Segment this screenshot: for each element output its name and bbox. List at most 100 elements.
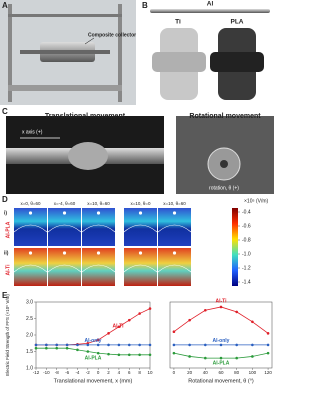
- data-point: [148, 353, 152, 357]
- colorbar-tick-label: -1.2: [242, 265, 251, 271]
- data-point: [107, 343, 110, 347]
- colorbar-tick-label: -0.4: [242, 209, 251, 215]
- column-label: x=10, θ=60: [163, 201, 186, 206]
- needle: [172, 251, 177, 255]
- data-point: [76, 343, 79, 347]
- y-tick-label: 2.5: [26, 316, 33, 322]
- data-point: [34, 343, 38, 347]
- needle: [172, 211, 177, 215]
- data-point: [235, 343, 238, 347]
- panel-d: D ×10⁵ (V/m) x=0, θ=60 x=-4, θ=60 x=10, θ=…: [2, 195, 268, 286]
- label: PLA: [231, 19, 244, 26]
- data-point: [96, 343, 100, 347]
- data-point: [148, 307, 152, 310]
- x-tick-label: 40: [203, 370, 209, 375]
- x-tick-label: 100: [249, 370, 257, 375]
- column-label: x=10, θ=0: [130, 201, 151, 206]
- data-point: [34, 346, 38, 350]
- data-point: [107, 352, 110, 356]
- data-point: [138, 343, 141, 347]
- figure: A Composite collector B Al Ti PLA C Tran…: [0, 0, 274, 384]
- data-point: [188, 355, 191, 358]
- series-line: [36, 347, 150, 356]
- needle: [28, 211, 33, 215]
- field-contour: [123, 264, 158, 273]
- series-label: Al-only: [85, 338, 102, 344]
- title: Translational movement: [45, 113, 126, 120]
- x-tick-label: 0: [97, 370, 100, 375]
- row-index: i): [4, 210, 7, 216]
- data-point: [65, 346, 69, 350]
- data-point: [117, 343, 121, 347]
- colorbar: [232, 208, 238, 286]
- y-axis-label: Electric Field Strength of FFS (×10⁵ V/m…: [5, 294, 10, 376]
- colorbar-tick-label: -0.8: [242, 237, 251, 243]
- data-point: [86, 350, 90, 353]
- field-contour: [123, 224, 158, 233]
- rod: [150, 9, 270, 13]
- x-axis-label: Rotational movement, θ (°): [188, 378, 254, 384]
- x-tick-label: 6: [128, 370, 131, 375]
- x-tick-label: 120: [264, 370, 272, 375]
- panel-c: C Translational movement Rotational move…: [2, 107, 274, 194]
- data-point: [138, 353, 141, 357]
- frame: [118, 4, 122, 102]
- colorbar-tick-label: -1.0: [242, 251, 251, 257]
- x-tick-label: -12: [33, 370, 40, 375]
- row-name: Al-PLA: [5, 221, 11, 238]
- x-tick-label: -6: [65, 370, 69, 375]
- data-point: [204, 356, 207, 360]
- title: Rotational movement: [189, 113, 261, 120]
- data-point: [65, 343, 69, 347]
- y-tick-label: 1.5: [26, 349, 33, 355]
- pla-part: [210, 52, 264, 72]
- needle: [96, 211, 101, 215]
- x-axis-label: Translational movement, x (mm): [54, 378, 133, 384]
- y-tick-label: 2.0: [26, 332, 33, 338]
- frame: [8, 14, 122, 17]
- data-point: [204, 343, 207, 347]
- data-point: [76, 348, 79, 352]
- data-point: [127, 343, 131, 347]
- frame: [8, 4, 12, 102]
- label: Al: [207, 1, 214, 8]
- data-point: [235, 356, 238, 360]
- needle: [62, 251, 67, 255]
- field-contour: [81, 264, 116, 273]
- x-tick-label: 4: [118, 370, 121, 375]
- field-contour: [81, 224, 116, 233]
- panel-label: B: [142, 1, 148, 10]
- rod: [20, 50, 110, 54]
- series-label: Al-PLA: [213, 360, 230, 366]
- data-point: [219, 305, 223, 309]
- field-contour: [157, 264, 192, 273]
- column-label: x=0, θ=60: [20, 201, 41, 206]
- x-tick-label: -8: [55, 370, 59, 375]
- x-tick-label: -4: [75, 370, 79, 375]
- label: Ti: [175, 19, 181, 26]
- x-tick-label: 20: [187, 370, 193, 375]
- series-label: Al-only: [213, 338, 230, 344]
- colorbar-tick-label: -0.6: [242, 223, 251, 229]
- panel-label: D: [2, 195, 8, 204]
- data-point: [148, 343, 152, 347]
- ti-part: [152, 52, 206, 72]
- data-point: [219, 343, 223, 347]
- panel-label: E: [2, 291, 8, 300]
- data-point: [251, 320, 254, 324]
- column-label: x=-4, θ=60: [54, 201, 76, 206]
- data-point: [127, 318, 131, 322]
- needle: [62, 211, 67, 215]
- x-tick-label: -2: [86, 370, 90, 375]
- data-point: [117, 325, 121, 329]
- data-point: [138, 312, 141, 315]
- data-point: [45, 343, 48, 347]
- data-point: [96, 338, 100, 342]
- column-label: x=10, θ=60: [87, 201, 110, 206]
- annotation: Composite collector: [88, 32, 136, 38]
- series-line: [173, 306, 269, 334]
- data-point: [266, 351, 270, 355]
- annotation: rotation, θ (+): [209, 185, 239, 191]
- annotation: x axis (+): [22, 129, 43, 135]
- series-label: Al-Ti: [215, 298, 227, 304]
